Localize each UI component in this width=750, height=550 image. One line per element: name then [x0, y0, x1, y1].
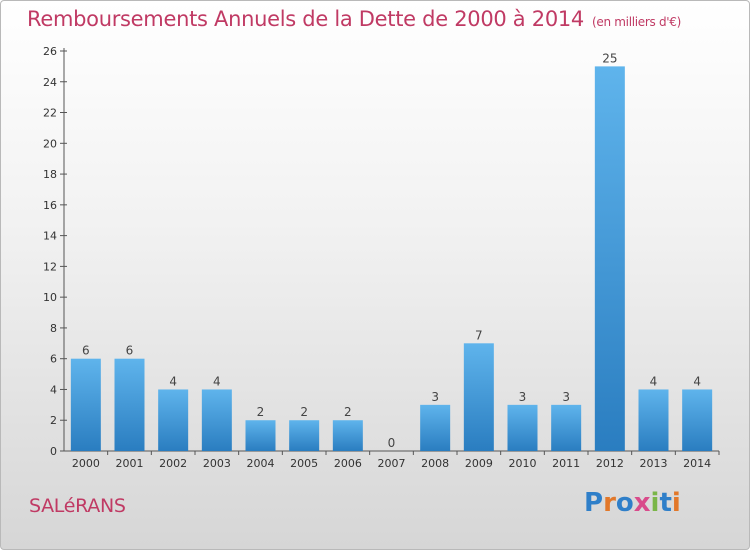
commune-name: SALéRANS: [29, 495, 126, 517]
x-tick-label: 2008: [421, 457, 449, 470]
bar-2013: [638, 389, 669, 451]
y-tick-label: 14: [43, 230, 57, 243]
y-tick-label: 0: [50, 445, 57, 458]
y-tick-label: 26: [43, 45, 57, 58]
bar-2001: [114, 358, 145, 451]
x-tick-label: 2013: [640, 457, 668, 470]
value-label: 3: [431, 390, 439, 404]
y-tick-label: 20: [43, 137, 57, 150]
y-tick-label: 12: [43, 260, 57, 273]
value-label: 2: [344, 405, 352, 419]
chart-title: Remboursements Annuels de la Dette de 20…: [27, 7, 681, 31]
x-tick-label: 2009: [465, 457, 493, 470]
x-tick-label: 2012: [596, 457, 624, 470]
y-tick-label: 6: [50, 353, 57, 366]
value-label: 7: [475, 328, 483, 342]
x-tick-label: 2005: [290, 457, 318, 470]
logo-letter: o: [615, 488, 634, 518]
y-tick-label: 22: [43, 107, 57, 120]
value-label: 4: [650, 374, 658, 388]
logo-letter: i: [671, 488, 681, 518]
bar-2000: [70, 358, 101, 451]
value-label: 4: [213, 374, 221, 388]
value-label: 0: [388, 436, 396, 450]
value-label: 3: [519, 390, 527, 404]
chart-title-text: Remboursements Annuels de la Dette de 20…: [27, 7, 584, 31]
value-label: 4: [693, 374, 701, 388]
logo-letter: t: [659, 488, 672, 518]
bar-2009: [463, 343, 494, 451]
y-tick-label: 4: [50, 383, 57, 396]
x-tick-label: 2002: [159, 457, 187, 470]
x-tick-label: 2001: [116, 457, 144, 470]
logo-letter: i: [650, 488, 660, 518]
value-labels: 6 6 4 4 2 2 2 0 3 7 3 3 25 4 4: [82, 51, 701, 450]
value-label: 4: [169, 374, 177, 388]
bar-2005: [289, 420, 320, 451]
y-tick-label: 2: [50, 414, 57, 427]
bar-2006: [332, 420, 363, 451]
x-tick-label: 2011: [552, 457, 580, 470]
x-tick-label: 2004: [247, 457, 275, 470]
value-label: 3: [562, 390, 570, 404]
value-label: 2: [257, 405, 265, 419]
value-label: 2: [300, 405, 308, 419]
y-tick-label: 8: [50, 322, 57, 335]
chart-unit: (en milliers d'€): [592, 15, 682, 29]
value-label: 25: [602, 51, 617, 65]
bars: [70, 66, 713, 451]
x-tick-label: 2000: [72, 457, 100, 470]
bar-2010: [507, 404, 538, 451]
logo-letter: x: [633, 488, 651, 518]
bar-2008: [420, 404, 451, 451]
y-tick-label: 24: [43, 76, 57, 89]
bar-2014: [682, 389, 713, 451]
value-label: 6: [82, 344, 90, 358]
value-label: 6: [126, 344, 134, 358]
x-tick-label: 2014: [683, 457, 711, 470]
x-tick-label: 2003: [203, 457, 231, 470]
y-tick-label: 18: [43, 168, 57, 181]
x-tick-label: 2006: [334, 457, 362, 470]
x-axis: 2000 2001 2002 2003 2004 2005 2006 2007 2008 2009…: [64, 450, 720, 470]
x-tick-label: 2010: [509, 457, 537, 470]
proxiti-logo[interactable]: Proxiti: [584, 488, 681, 518]
bar-2012: [594, 66, 625, 451]
logo-letter: P: [584, 488, 604, 518]
y-tick-label: 10: [43, 291, 57, 304]
logo-letter: r: [603, 488, 616, 518]
y-tick-label: 16: [43, 199, 57, 212]
bar-2003: [201, 389, 232, 451]
bar-2002: [158, 389, 189, 451]
bar-2011: [551, 404, 582, 451]
x-tick-label: 2007: [378, 457, 406, 470]
bar-2004: [245, 420, 276, 451]
